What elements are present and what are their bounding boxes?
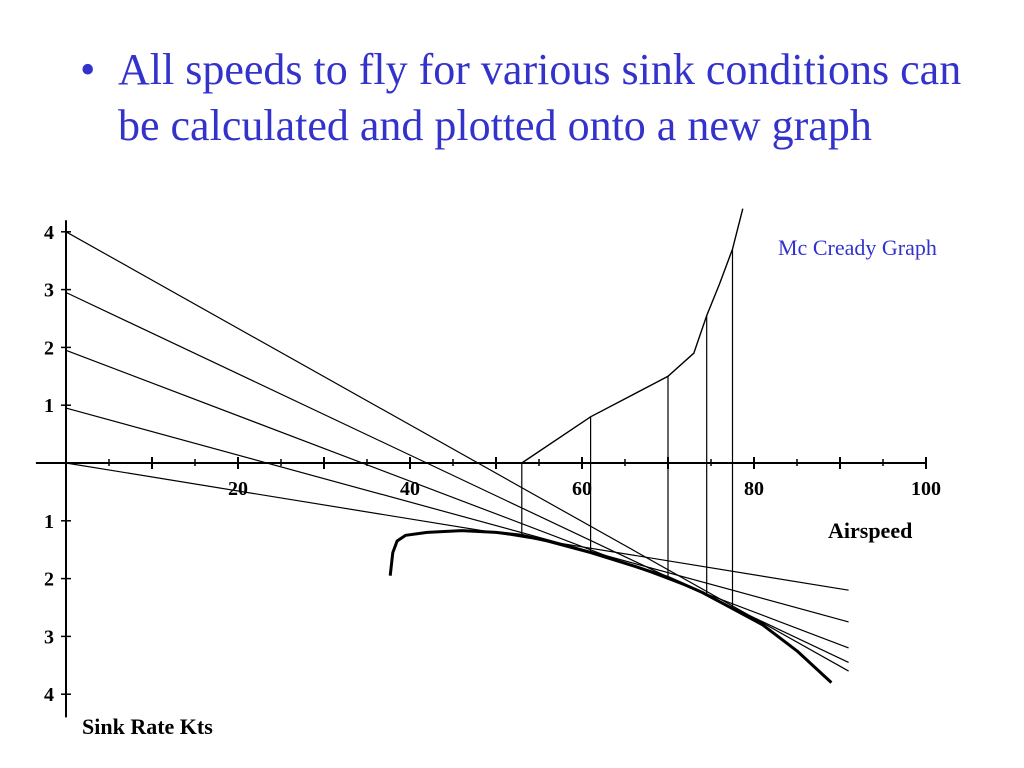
- x-axis-title: Airspeed: [828, 518, 912, 543]
- tangent-line: [65, 231, 849, 672]
- x-tick-label: 40: [400, 478, 420, 500]
- x-tick-label: 20: [228, 478, 248, 500]
- y-axis-title: Sink Rate Kts: [82, 714, 213, 739]
- y-tick-label-upper: 2: [44, 337, 54, 359]
- speed-to-fly-curve: [521, 208, 744, 464]
- tangent-lines: [65, 231, 849, 672]
- chart-annotation: Mc Cready Graph: [778, 235, 937, 260]
- x-tick-label: 80: [744, 478, 764, 500]
- heading-bullet-item: • All speeds to fly for various sink con…: [80, 42, 980, 154]
- axes: [35, 220, 927, 718]
- y-tick-label-upper: 4: [44, 222, 54, 244]
- tangent-line: [65, 349, 849, 649]
- tangent-line: [65, 462, 849, 591]
- y-tick-label-lower: 4: [44, 684, 54, 706]
- y-tick-label-upper: 1: [44, 395, 54, 417]
- curves: [388, 208, 833, 684]
- tick-labels: 20 40 60 80 100 1 2 3 4 1 2 3 4: [44, 222, 941, 706]
- heading-text: All speeds to fly for various sink condi…: [118, 45, 962, 150]
- slide-heading: • All speeds to fly for various sink con…: [80, 42, 980, 154]
- y-tick-label-lower: 3: [44, 626, 54, 648]
- x-tick-label: 100: [911, 478, 941, 500]
- y-tick-label-upper: 3: [44, 280, 54, 302]
- bullet-glyph: •: [80, 45, 96, 94]
- polar-curve: [388, 529, 833, 684]
- y-tick-label-lower: 2: [44, 569, 54, 591]
- x-tick-label: 60: [572, 478, 592, 500]
- tangent-line: [65, 407, 849, 623]
- y-tick-label-lower: 1: [44, 511, 54, 533]
